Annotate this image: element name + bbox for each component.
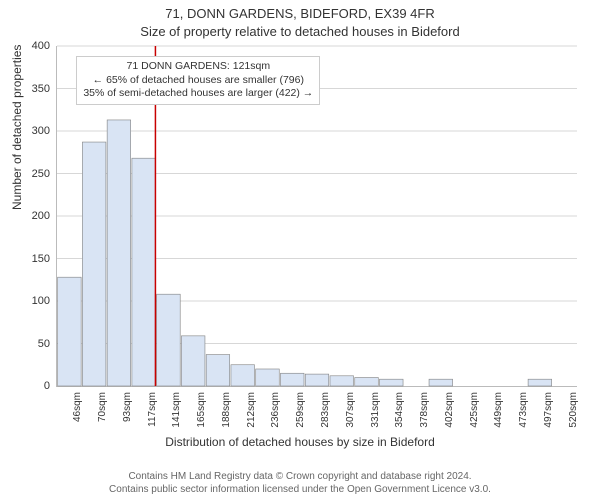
x-tick-label: 331sqm bbox=[370, 392, 381, 428]
y-tick-label: 100 bbox=[32, 295, 50, 307]
x-tick-label: 141sqm bbox=[171, 392, 182, 428]
bar bbox=[256, 369, 280, 386]
attribution: Contains HM Land Registry data © Crown c… bbox=[0, 470, 600, 496]
annotation-line3: 35% of semi-detached houses are larger (… bbox=[83, 87, 313, 101]
y-tick-label: 0 bbox=[44, 380, 50, 392]
attribution-line1: Contains HM Land Registry data © Crown c… bbox=[0, 470, 600, 483]
bar bbox=[305, 374, 329, 386]
y-ticks: 050100150200250300350400 bbox=[0, 46, 52, 386]
y-tick-label: 250 bbox=[32, 168, 50, 180]
bar bbox=[82, 142, 106, 386]
bar bbox=[58, 277, 82, 386]
title-sub: Size of property relative to detached ho… bbox=[0, 24, 600, 39]
x-tick-label: 188sqm bbox=[221, 392, 232, 428]
bar bbox=[355, 378, 379, 387]
x-tick-label: 497sqm bbox=[543, 392, 554, 428]
bar bbox=[231, 365, 255, 386]
x-tick-label: 354sqm bbox=[394, 392, 405, 428]
title-main: 71, DONN GARDENS, BIDEFORD, EX39 4FR bbox=[0, 6, 600, 21]
bar bbox=[380, 379, 404, 386]
bar bbox=[157, 294, 181, 386]
x-ticks: 46sqm 70sqm 93sqm 117sqm 141sqm 165sqm 188sqm 2… bbox=[56, 388, 576, 438]
annotation-line1: 71 DONN GARDENS: 121sqm bbox=[83, 60, 313, 74]
annotation-line2: ← 65% of detached houses are smaller (79… bbox=[83, 74, 313, 88]
bar bbox=[132, 158, 156, 386]
attribution-line2: Contains public sector information licen… bbox=[0, 483, 600, 496]
bar bbox=[330, 376, 354, 386]
x-tick-label: 165sqm bbox=[196, 392, 207, 428]
x-tick-label: 473sqm bbox=[518, 392, 529, 428]
annotation-box: 71 DONN GARDENS: 121sqm ← 65% of detache… bbox=[76, 56, 320, 105]
bar bbox=[280, 373, 304, 386]
y-tick-label: 200 bbox=[32, 210, 50, 222]
bar bbox=[206, 355, 230, 386]
y-tick-label: 300 bbox=[32, 125, 50, 137]
bar bbox=[181, 336, 205, 386]
x-tick-label: 283sqm bbox=[320, 392, 331, 428]
x-tick-label: 117sqm bbox=[147, 392, 158, 427]
y-tick-label: 150 bbox=[32, 253, 50, 265]
x-tick-label: 93sqm bbox=[122, 392, 133, 422]
x-tick-label: 236sqm bbox=[270, 392, 281, 428]
x-tick-label: 378sqm bbox=[419, 392, 430, 428]
x-tick-label: 520sqm bbox=[568, 392, 579, 428]
x-axis-label: Distribution of detached houses by size … bbox=[0, 435, 600, 449]
x-tick-label: 307sqm bbox=[345, 392, 356, 428]
x-tick-label: 449sqm bbox=[493, 392, 504, 428]
y-tick-label: 400 bbox=[32, 40, 50, 52]
x-tick-label: 425sqm bbox=[469, 392, 480, 428]
x-tick-label: 70sqm bbox=[97, 392, 108, 422]
y-tick-label: 350 bbox=[32, 83, 50, 95]
bar bbox=[107, 120, 131, 386]
x-tick-label: 402sqm bbox=[444, 392, 455, 428]
bar bbox=[528, 379, 552, 386]
bar bbox=[429, 379, 453, 386]
x-tick-label: 259sqm bbox=[295, 392, 306, 428]
x-tick-label: 212sqm bbox=[246, 392, 257, 428]
y-tick-label: 50 bbox=[38, 338, 50, 350]
x-tick-label: 46sqm bbox=[72, 392, 83, 422]
